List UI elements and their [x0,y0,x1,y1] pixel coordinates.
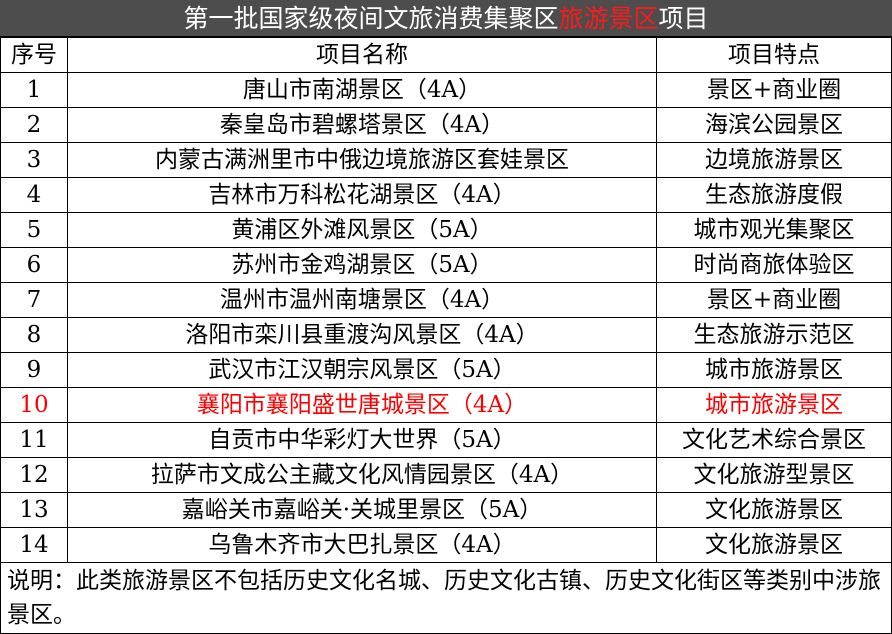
row-number: 11 [0,422,68,458]
header-name: 项目名称 [67,37,657,73]
row-number: 5 [0,212,68,248]
row-number: 9 [0,352,68,388]
table-row: 5 黄浦区外滩风景区（5A） 城市观光集聚区 [0,212,892,248]
table-row: 3 内蒙古满洲里市中俄边境旅游区套娃景区 边境旅游景区 [0,142,892,178]
project-feature: 生态旅游示范区 [656,317,892,353]
header-row: 序号 项目名称 项目特点 [0,37,892,73]
table-row: 7 温州市温州南塘景区（4A） 景区+商业圈 [0,282,892,318]
project-feature: 文化艺术综合景区 [656,422,892,458]
projects-table: 序号 项目名称 项目特点 1 唐山市南湖景区（4A） 景区+商业圈 2 秦皇岛市碧螺塔景… [0,37,892,563]
project-feature: 文化旅游型景区 [656,457,892,493]
table-row: 2 秦皇岛市碧螺塔景区（4A） 海滨公园景区 [0,107,892,143]
table-row: 14 乌鲁木齐市大巴扎景区（4A） 文化旅游景区 [0,527,892,563]
project-name: 嘉峪关市嘉峪关·关城里景区（5A） [67,492,657,528]
project-feature: 城市旅游景区 [656,352,892,388]
project-feature: 景区+商业圈 [656,282,892,318]
project-name: 武汉市江汉朝宗风景区（5A） [67,352,657,388]
project-name: 襄阳市襄阳盛世唐城景区（4A） [67,387,657,423]
row-number: 8 [0,317,68,353]
row-number: 7 [0,282,68,318]
project-feature: 文化旅游景区 [656,527,892,563]
title-prefix: 第一批国家级夜间文旅消费集聚区 [183,4,559,33]
row-number: 10 [0,387,68,423]
table-row: 13 嘉峪关市嘉峪关·关城里景区（5A） 文化旅游景区 [0,492,892,528]
project-name: 温州市温州南塘景区（4A） [67,282,657,318]
project-feature: 城市旅游景区 [656,387,892,423]
row-number: 14 [0,527,68,563]
table-row: 10 襄阳市襄阳盛世唐城景区（4A） 城市旅游景区 [0,387,892,423]
row-number: 12 [0,457,68,493]
title-suffix: 项目 [658,4,709,33]
project-feature: 文化旅游景区 [656,492,892,528]
project-name: 苏州市金鸡湖景区（5A） [67,247,657,283]
project-feature: 生态旅游度假 [656,177,892,213]
project-name: 唐山市南湖景区（4A） [67,72,657,108]
note: 说明：此类旅游景区不包括历史文化名城、历史文化古镇、历史文化街区等类别中涉旅景区… [0,562,892,634]
table-row: 12 拉萨市文成公主藏文化风情园景区（4A） 文化旅游型景区 [0,457,892,493]
header-no: 序号 [0,37,68,73]
row-number: 13 [0,492,68,528]
project-feature: 景区+商业圈 [656,72,892,108]
table-row: 9 武汉市江汉朝宗风景区（5A） 城市旅游景区 [0,352,892,388]
table-row: 11 自贡市中华彩灯大世界（5A） 文化艺术综合景区 [0,422,892,458]
project-name: 洛阳市栾川县重渡沟风景区（4A） [67,317,657,353]
row-number: 4 [0,177,68,213]
project-feature: 城市观光集聚区 [656,212,892,248]
project-name: 自贡市中华彩灯大世界（5A） [67,422,657,458]
project-feature: 时尚商旅体验区 [656,247,892,283]
title-highlight: 旅游景区 [558,4,659,33]
header-feature: 项目特点 [656,37,892,73]
project-name: 吉林市万科松花湖景区（4A） [67,177,657,213]
row-number: 6 [0,247,68,283]
project-name: 乌鲁木齐市大巴扎景区（4A） [67,527,657,563]
project-feature: 边境旅游景区 [656,142,892,178]
row-number: 1 [0,72,68,108]
project-name: 内蒙古满洲里市中俄边境旅游区套娃景区 [67,142,657,178]
table-row: 6 苏州市金鸡湖景区（5A） 时尚商旅体验区 [0,247,892,283]
project-name: 拉萨市文成公主藏文化风情园景区（4A） [67,457,657,493]
project-name: 黄浦区外滩风景区（5A） [67,212,657,248]
row-number: 3 [0,142,68,178]
table-row: 1 唐山市南湖景区（4A） 景区+商业圈 [0,72,892,108]
project-name: 秦皇岛市碧螺塔景区（4A） [67,107,657,143]
row-number: 2 [0,107,68,143]
table-row: 8 洛阳市栾川县重渡沟风景区（4A） 生态旅游示范区 [0,317,892,353]
table-row: 4 吉林市万科松花湖景区（4A） 生态旅游度假 [0,177,892,213]
project-feature: 海滨公园景区 [656,107,892,143]
table-title: 第一批国家级夜间文旅消费集聚区旅游景区项目 [0,0,892,37]
